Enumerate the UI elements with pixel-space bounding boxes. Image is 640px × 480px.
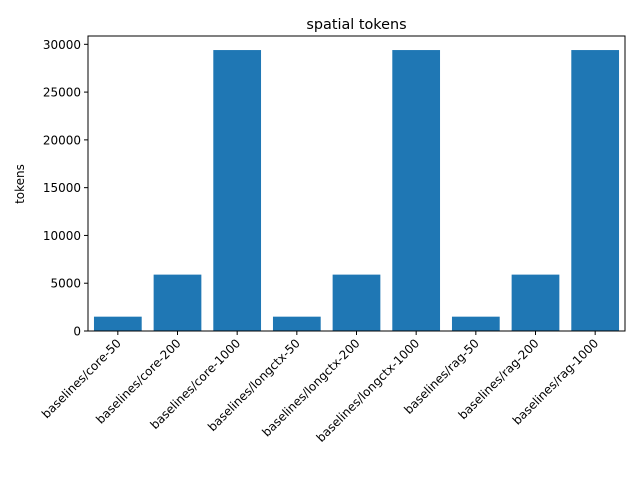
chart-title: spatial tokens <box>306 17 406 33</box>
bars-group <box>93 50 620 332</box>
bar <box>213 50 262 332</box>
plot-frame <box>87 35 626 332</box>
bar <box>332 274 381 331</box>
y-ticks-group: 0 5000 10000 15000 20000 25000 30000 <box>43 38 88 339</box>
bar <box>153 274 202 331</box>
y-tick-label: 10000 <box>43 229 81 243</box>
y-tick-label: 15000 <box>43 181 81 195</box>
bar <box>571 50 620 332</box>
bar <box>93 316 142 331</box>
bar <box>451 316 500 331</box>
y-tick-label: 0 <box>73 325 81 339</box>
x-ticks-group: baselines/core-50baselines/core-200basel… <box>39 331 601 445</box>
x-tick-label: baselines/longctx-200 <box>259 336 362 439</box>
y-tick-label: 20000 <box>43 133 81 147</box>
x-tick-label: baselines/longctx-1000 <box>314 336 423 445</box>
bar <box>272 316 321 331</box>
y-tick-label: 25000 <box>43 86 81 100</box>
y-axis-label: tokens <box>13 164 27 204</box>
y-tick-label: 5000 <box>50 277 81 291</box>
bar <box>392 50 441 332</box>
y-tick-label: 30000 <box>43 38 81 52</box>
bar <box>511 274 560 331</box>
